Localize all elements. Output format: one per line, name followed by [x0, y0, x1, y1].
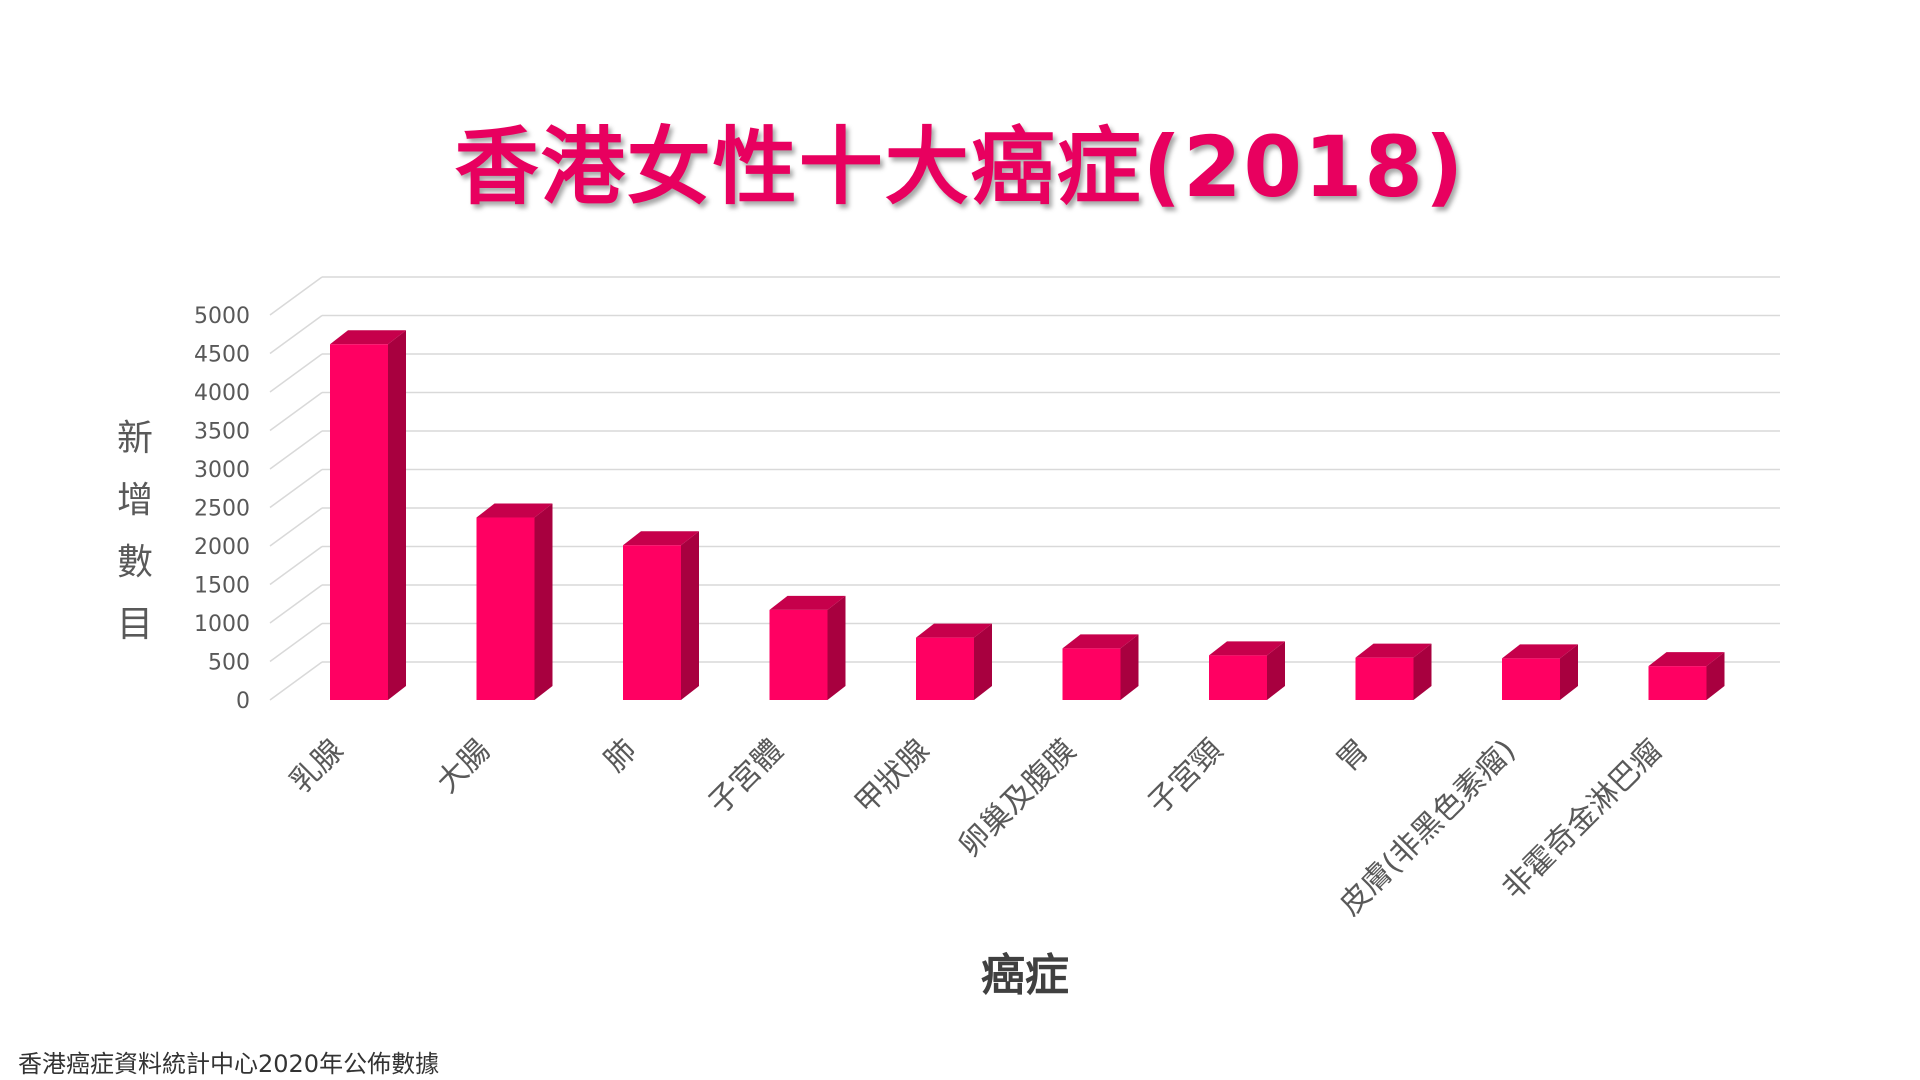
x-tick-label: 大腸	[430, 733, 497, 800]
gridline-diagonal	[269, 391, 323, 432]
bars	[330, 330, 1725, 700]
bar	[1648, 652, 1725, 700]
bar-side	[1560, 644, 1578, 700]
gridlines	[269, 276, 1780, 701]
bar	[1209, 641, 1285, 700]
x-tick-label: 非霍奇金淋巴瘤	[1496, 733, 1669, 906]
x-tick-label: 卵巢及腹膜	[952, 733, 1083, 864]
bar-top	[1648, 652, 1725, 667]
x-axis-label: 癌症	[981, 950, 1069, 1001]
bar-top	[330, 330, 406, 345]
bar-side	[1413, 643, 1432, 700]
bar-front	[330, 344, 388, 700]
gridline-diagonal	[269, 622, 323, 663]
x-tick-label: 肺	[598, 733, 644, 779]
bar-side	[1706, 652, 1725, 700]
y-tick-label: 4000	[194, 381, 250, 406]
y-tick-label: 500	[208, 651, 250, 676]
gridline-diagonal	[269, 507, 323, 547]
bar-side	[827, 595, 846, 700]
gridline-diagonal	[269, 545, 323, 586]
bar-side	[1120, 634, 1139, 700]
x-tick-label: 子宮體	[702, 733, 790, 821]
bar-front	[769, 609, 828, 700]
gridline-diagonal	[269, 584, 323, 624]
x-tick-label: 胃	[1330, 733, 1376, 779]
y-tick-label: 0	[236, 689, 250, 714]
y-tick-label: 2500	[194, 497, 250, 522]
bar-front	[1355, 657, 1414, 700]
bar-top	[916, 623, 992, 638]
gridline-diagonal	[269, 353, 323, 393]
bar	[330, 330, 406, 700]
y-tick-label: 4500	[194, 343, 250, 368]
gridline-diagonal	[269, 430, 323, 470]
y-axis-label-char: 數	[117, 542, 153, 583]
bar-top	[623, 531, 699, 546]
y-tick-label: 1000	[194, 612, 250, 637]
y-tick-label: 1500	[194, 574, 250, 599]
bar-front	[1502, 658, 1560, 700]
y-axis-label-char: 目	[117, 604, 153, 645]
bar-side	[388, 330, 406, 700]
bar-side	[534, 503, 553, 700]
bar	[1062, 634, 1139, 700]
y-tick-label: 5000	[194, 304, 250, 329]
y-axis-ticks: 0 500 1000 1500 2000 2500 3000 3500 4000 4500 5000	[194, 304, 250, 714]
bar	[916, 623, 992, 700]
bar-side	[681, 531, 699, 700]
bar-front	[1209, 655, 1267, 700]
bar-top	[1209, 641, 1285, 656]
bar-front	[916, 637, 974, 700]
chart-title: 香港女性十大癌症(2018)	[454, 118, 1466, 216]
bar	[623, 531, 699, 700]
bar-top	[1062, 634, 1139, 649]
gridline-diagonal	[269, 661, 323, 701]
y-axis-label-char: 新	[117, 418, 153, 459]
y-tick-label: 3000	[194, 458, 250, 483]
bar	[769, 595, 846, 700]
x-tick-label: 甲狀腺	[848, 733, 936, 821]
source-note: 香港癌症資料統計中心2020年公佈數據	[18, 1050, 440, 1078]
bar-top	[1502, 644, 1578, 659]
x-tick-label: 子宮頸	[1141, 733, 1229, 821]
y-tick-label: 3500	[194, 420, 250, 445]
bar-front	[1648, 666, 1707, 700]
bar-front	[623, 545, 681, 700]
bar-top	[476, 503, 553, 518]
bar-side	[974, 623, 992, 700]
gridline-diagonal	[269, 468, 323, 509]
bar	[1355, 643, 1432, 700]
bar	[476, 503, 553, 700]
bar-front	[1062, 648, 1121, 700]
bar-top	[769, 595, 846, 610]
bar-front	[476, 517, 535, 700]
x-axis-ticks: 乳腺 大腸肺子宮體 甲狀腺 卵巢及腹膜 子宮頸 胃皮膚(非黑色素瘤)非霍奇金淋巴瘤	[283, 733, 1669, 923]
bar	[1502, 644, 1578, 700]
gridline-diagonal	[269, 314, 323, 355]
y-axis-label-char: 增	[117, 480, 153, 521]
x-tick-label: 乳腺	[283, 733, 350, 800]
gridline-diagonal	[269, 276, 323, 316]
bar-side	[1267, 641, 1285, 700]
bar-top	[1355, 643, 1432, 658]
y-tick-label: 2000	[194, 535, 250, 560]
